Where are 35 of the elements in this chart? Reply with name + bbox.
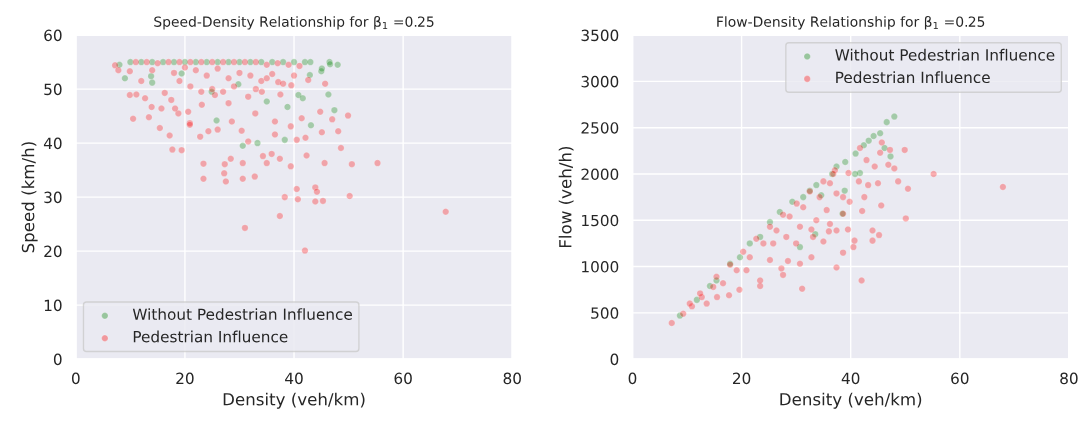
y-tick-label: 1500 [582, 214, 619, 227]
x-tick-label: 0 [628, 372, 637, 385]
legend-label: Without Pedestrian Influence [132, 308, 352, 320]
y-tick-label: 2500 [581, 122, 619, 134]
legend-label: Pedestrian Influence [133, 330, 288, 343]
x-tick-label: 60 [951, 372, 969, 385]
x-tick-label: 80 [1060, 372, 1078, 385]
y-tick-label: 30 [44, 191, 62, 204]
y-tick-label: 2000 [581, 168, 619, 180]
x-tick-label: 40 [841, 372, 860, 385]
x-tick-label: 80 [503, 372, 521, 385]
x-tick-label: 20 [732, 372, 751, 385]
x-axis-title: Density (veh/km) [780, 392, 922, 409]
y-tick-label: 60 [44, 29, 62, 42]
y-tick-label: 10 [44, 299, 62, 312]
y-tick-label: 40 [43, 137, 62, 150]
y-tick-label: 50 [44, 83, 62, 96]
y-tick-label: 20 [44, 245, 62, 258]
chart-title: Flow-Density Relationship for β$_{1}$ =0.25 [717, 16, 985, 30]
x-tick-label: 40 [285, 372, 303, 385]
legend-label: Pedestrian Influence [836, 71, 990, 84]
x-tick-label: 0 [71, 372, 80, 385]
y-tick-label: 3000 [581, 75, 619, 88]
y-tick-label: 0 [53, 353, 62, 366]
x-tick-label: 60 [394, 372, 412, 385]
y-tick-label: 3500 [581, 29, 619, 42]
y-tick-label: 500 [591, 307, 619, 319]
y-axis-title: Flow (veh/h) [558, 146, 574, 248]
y-tick-label: 0 [610, 353, 619, 366]
y-tick-label: 1000 [582, 261, 619, 273]
y-axis-title: Speed (km/h) [21, 142, 38, 253]
chart-title: Speed-Density Relationship for β$_{1}$ =0.25 [154, 16, 434, 30]
x-axis-title: Density (veh/km) [223, 392, 365, 409]
legend-label: Without Pedestrian Influence [835, 48, 1055, 61]
x-tick-label: 20 [176, 372, 194, 385]
